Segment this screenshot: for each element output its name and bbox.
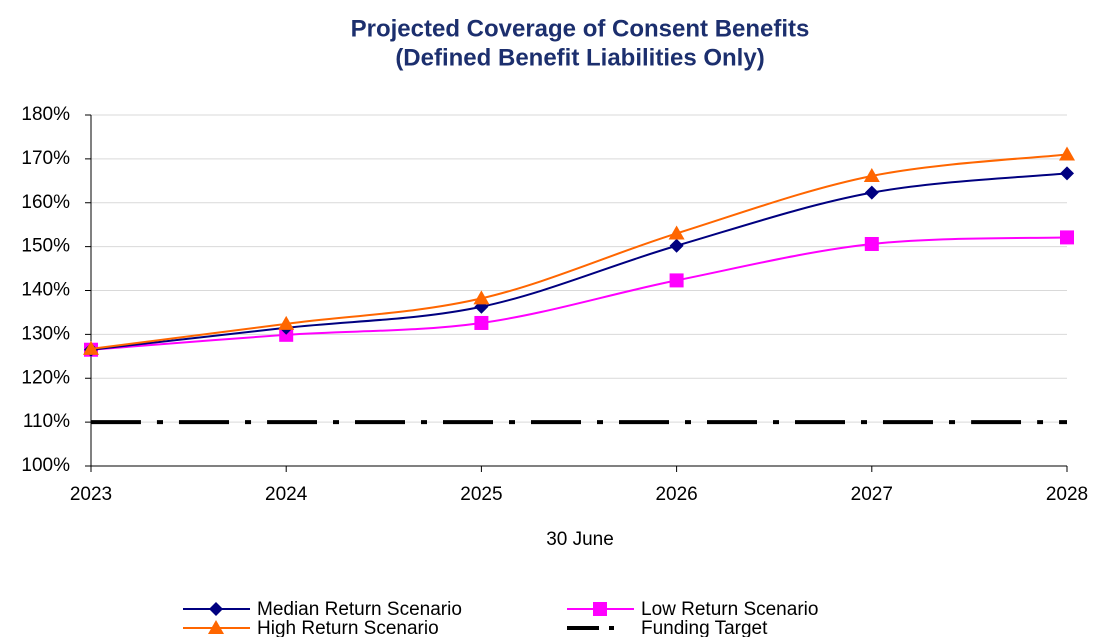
chart-title: (Defined Benefit Liabilities Only) bbox=[395, 44, 764, 71]
y-tick-label: 180% bbox=[21, 104, 70, 125]
x-axis-label: 30 June bbox=[546, 529, 614, 550]
legend-marker bbox=[209, 602, 223, 616]
x-tick-label: 2023 bbox=[70, 484, 112, 505]
x-tick-label: 2028 bbox=[1046, 484, 1088, 505]
data-point bbox=[473, 290, 490, 305]
data-point bbox=[864, 185, 879, 200]
x-tick-label: 2026 bbox=[655, 484, 697, 505]
y-tick-label: 100% bbox=[21, 455, 70, 476]
data-point bbox=[278, 315, 295, 330]
data-point bbox=[668, 225, 685, 240]
x-tick-label: 2025 bbox=[460, 484, 502, 505]
x-tick-label: 2027 bbox=[851, 484, 893, 505]
y-tick-label: 170% bbox=[21, 148, 70, 169]
chart-title: Projected Coverage of Consent Benefits bbox=[351, 15, 810, 42]
data-point bbox=[279, 327, 294, 342]
y-tick-label: 150% bbox=[21, 236, 70, 257]
series-line bbox=[90, 153, 1068, 350]
data-point bbox=[864, 236, 879, 251]
data-point bbox=[863, 167, 880, 182]
y-tick-label: 130% bbox=[21, 323, 70, 344]
data-point bbox=[669, 273, 684, 288]
data-point bbox=[83, 340, 99, 355]
data-point bbox=[1059, 146, 1075, 161]
data-point bbox=[669, 238, 684, 253]
data-point bbox=[1060, 230, 1074, 245]
series-line bbox=[90, 172, 1068, 351]
legend-marker bbox=[208, 620, 224, 634]
y-tick-label: 120% bbox=[21, 367, 70, 388]
series-line bbox=[90, 236, 1068, 351]
x-tick-label: 2024 bbox=[265, 484, 308, 505]
y-tick-label: 160% bbox=[21, 192, 70, 213]
data-point bbox=[1060, 166, 1074, 181]
legend-marker bbox=[593, 602, 607, 616]
data-point bbox=[474, 315, 489, 330]
y-tick-label: 110% bbox=[23, 411, 70, 432]
legend-label: Funding Target bbox=[641, 618, 768, 637]
legend-label: Low Return Scenario bbox=[641, 599, 818, 620]
y-tick-label: 140% bbox=[21, 280, 70, 301]
legend-label: High Return Scenario bbox=[257, 618, 439, 637]
legend-label: Median Return Scenario bbox=[257, 599, 462, 620]
